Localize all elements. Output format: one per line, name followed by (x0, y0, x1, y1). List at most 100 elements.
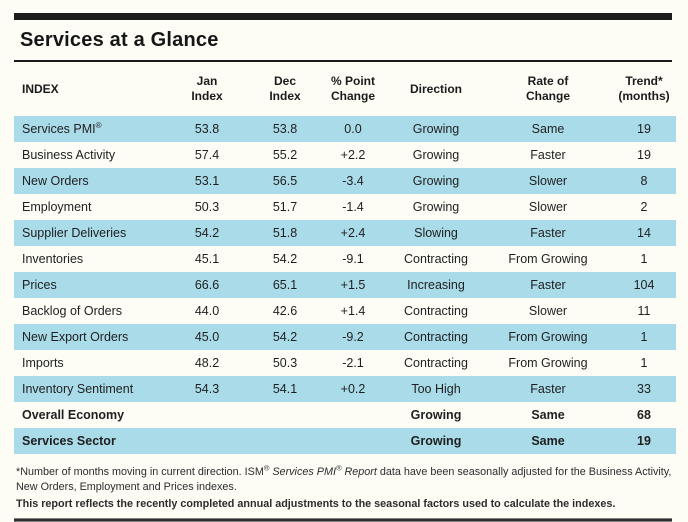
column-header-0: INDEX (22, 81, 59, 96)
column-header-2: Dec Index (269, 74, 301, 103)
cell-dec: 51.8 (272, 226, 298, 240)
cell-trend: 1 (640, 330, 648, 344)
bottom-divider-bar (14, 518, 672, 522)
column-header-6: Trend* (months) (618, 74, 670, 103)
table-row: New Export Orders 45.0 54.2 -9.2 Contracting… (14, 324, 676, 350)
cell-direction: Growing (412, 200, 460, 214)
cell-dec (252, 402, 318, 428)
cell-dec: 42.6 (272, 304, 298, 318)
cell-jan: 44.0 (194, 304, 220, 318)
cell-index: Supplier Deliveries (22, 226, 127, 240)
table-row: Inventories 45.1 54.2 -9.1 Contracting From G… (14, 246, 676, 272)
table-row: Services PMI® 53.8 53.8 0.0 Growing Same 19 (14, 116, 676, 142)
services-at-a-glance-table: INDEX Jan Index Dec Index % Point Change Direct… (14, 62, 676, 454)
cell-change: +2.2 (340, 148, 366, 162)
footnotes: *Number of months moving in current dire… (16, 463, 672, 512)
cell-jan: 45.0 (194, 330, 220, 344)
cell-direction: Growing (412, 174, 460, 188)
column-header-5: Rate of Change (525, 74, 570, 103)
cell-jan: 53.1 (194, 174, 220, 188)
cell-jan: 50.3 (194, 200, 220, 214)
cell-jan: 54.2 (194, 226, 220, 240)
cell-dec: 55.2 (272, 148, 298, 162)
footnote-seasonal-adjustment: *Number of months moving in current dire… (16, 463, 672, 494)
column-header-4: Direction (409, 81, 462, 96)
cell-direction: Contracting (404, 252, 468, 266)
cell-rate: Faster (530, 226, 566, 240)
cell-index: Services Sector (22, 434, 116, 448)
title-underline (14, 60, 672, 62)
cell-jan: 54.3 (194, 382, 220, 396)
cell-jan: 48.2 (194, 356, 220, 370)
table-row: Employment 50.3 51.7 -1.4 Growing Slower 2 (14, 194, 676, 220)
cell-direction: Increasing (407, 278, 465, 292)
table-row: Inventory Sentiment 54.3 54.1 +0.2 Too High F… (14, 376, 676, 402)
cell-change (318, 428, 388, 454)
cell-change: -9.2 (342, 330, 364, 344)
cell-index: New Export Orders (22, 330, 129, 344)
cell-index: Overall Economy (22, 408, 125, 422)
table-row: Services Sector Growing Same 19 (14, 428, 676, 454)
cell-direction: Contracting (404, 356, 468, 370)
table-row: Backlog of Orders 44.0 42.6 +1.4 Contracting… (14, 298, 676, 324)
cell-direction: Contracting (404, 330, 468, 344)
cell-jan: 57.4 (194, 148, 220, 162)
cell-rate: Faster (530, 278, 566, 292)
cell-jan (162, 402, 252, 428)
table-row: Business Activity 57.4 55.2 +2.2 Growing Fast… (14, 142, 676, 168)
table-row: Overall Economy Growing Same 68 (14, 402, 676, 428)
cell-rate: Slower (528, 200, 568, 214)
cell-change: -3.4 (342, 174, 364, 188)
cell-rate: Same (531, 122, 565, 136)
table-row: Imports 48.2 50.3 -2.1 Contracting From Growi… (14, 350, 676, 376)
cell-index: Prices (22, 278, 57, 292)
cell-change: -9.1 (342, 252, 364, 266)
page-title: Services at a Glance (20, 29, 219, 51)
cell-dec: 51.7 (272, 200, 298, 214)
cell-index: Inventories (22, 252, 84, 266)
column-header-3: % Point Change (330, 74, 375, 103)
cell-index: Inventory Sentiment (22, 382, 134, 396)
cell-dec: 53.8 (272, 122, 298, 136)
cell-change: +0.2 (340, 382, 366, 396)
cell-trend: 19 (637, 148, 651, 162)
cell-rate: Slower (528, 174, 568, 188)
cell-dec: 65.1 (272, 278, 298, 292)
cell-direction: Contracting (404, 304, 468, 318)
cell-trend: 2 (640, 200, 648, 214)
cell-direction: Growing (410, 408, 462, 422)
table-header-row: INDEX Jan Index Dec Index % Point Change Direct… (14, 62, 676, 116)
column-header-1: Jan Index (191, 74, 223, 103)
cell-direction: Too High (411, 382, 461, 396)
cell-jan (162, 428, 252, 454)
cell-rate: Faster (530, 382, 566, 396)
cell-change: +1.4 (340, 304, 366, 318)
cell-direction: Growing (410, 434, 462, 448)
cell-trend: 19 (637, 122, 651, 136)
cell-trend: 33 (637, 382, 651, 396)
cell-index: Employment (22, 200, 92, 214)
cell-direction: Slowing (414, 226, 458, 240)
cell-index: Imports (22, 356, 64, 370)
cell-direction: Growing (412, 122, 460, 136)
cell-index: Backlog of Orders (22, 304, 123, 318)
cell-index: Business Activity (22, 148, 116, 162)
cell-change: +2.4 (340, 226, 366, 240)
cell-dec: 54.1 (272, 382, 298, 396)
top-divider-bar (14, 13, 672, 20)
cell-trend: 14 (637, 226, 651, 240)
cell-trend: 1 (640, 356, 648, 370)
cell-rate: From Growing (508, 252, 588, 266)
cell-change: 0.0 (344, 122, 362, 136)
cell-index: New Orders (22, 174, 89, 188)
cell-change (318, 402, 388, 428)
cell-dec: 54.2 (272, 252, 298, 266)
cell-rate: Same (531, 434, 565, 448)
cell-jan: 45.1 (194, 252, 220, 266)
cell-dec: 54.2 (272, 330, 298, 344)
cell-change: +1.5 (340, 278, 366, 292)
cell-trend: 104 (633, 278, 655, 292)
table-row: Supplier Deliveries 54.2 51.8 +2.4 Slowing Fa… (14, 220, 676, 246)
cell-trend: 1 (640, 252, 648, 266)
